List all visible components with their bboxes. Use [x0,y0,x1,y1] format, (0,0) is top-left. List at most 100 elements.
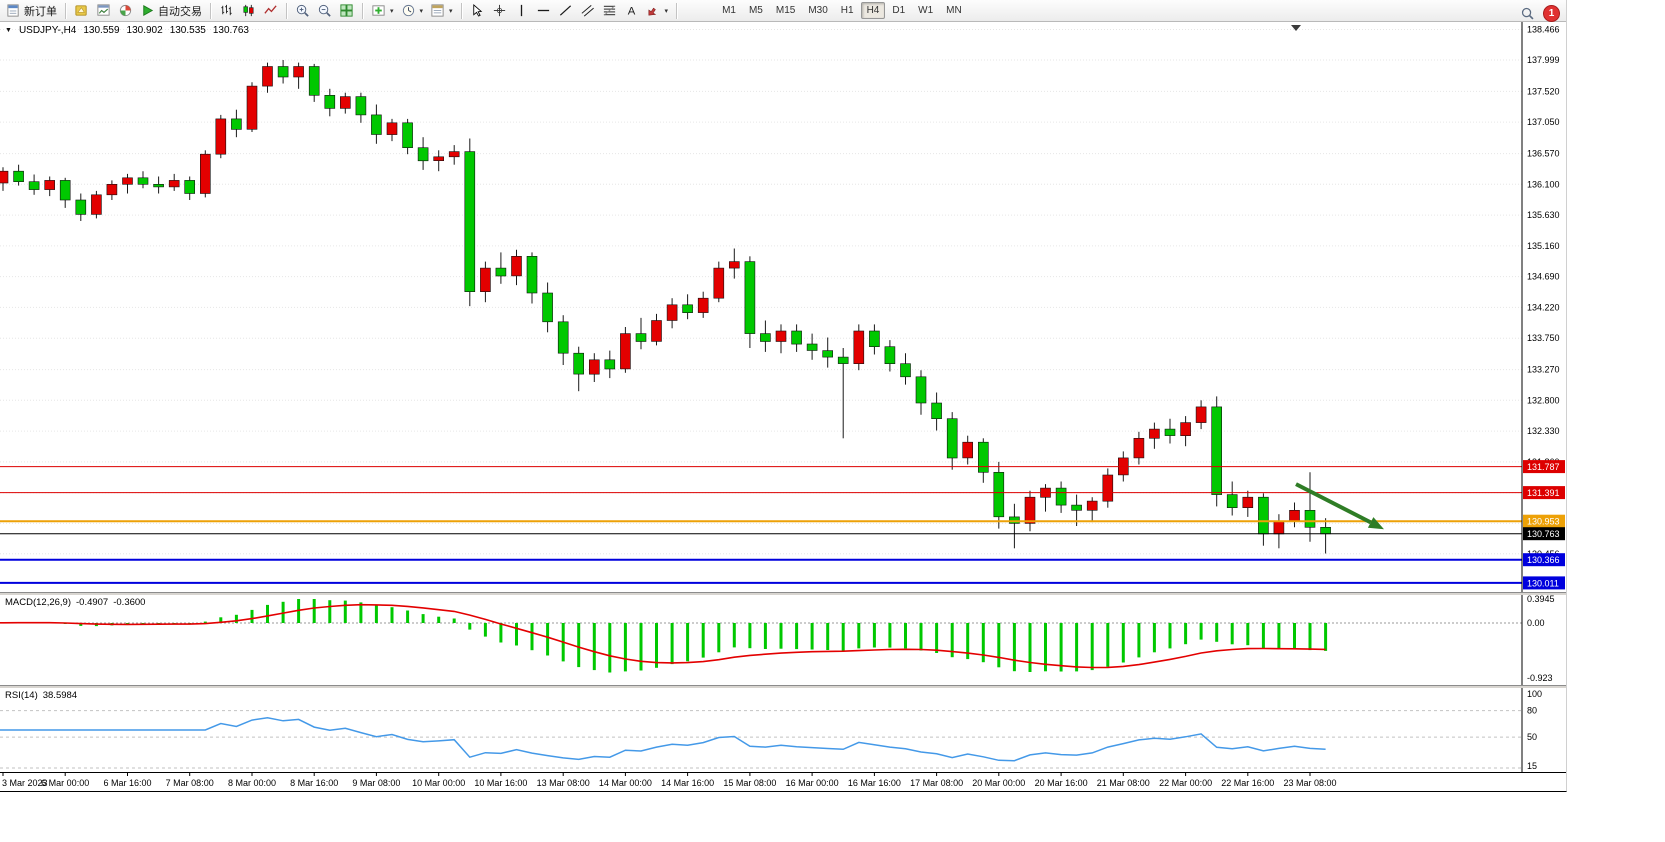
arrows-tool-button[interactable]: ▾ [643,1,672,21]
templates-icon [431,4,444,17]
svg-text:17 Mar 08:00: 17 Mar 08:00 [910,778,963,788]
panel-splitter[interactable] [0,592,1566,595]
tile-windows-button[interactable] [336,1,357,21]
profiles-button[interactable] [115,1,136,21]
svg-text:20 Mar 16:00: 20 Mar 16:00 [1035,778,1088,788]
macd-panel[interactable]: 0.3945 0.00 -0.923 MACD(12,26,9) -0.4907 -… [0,595,1566,685]
channel-tool-button[interactable] [577,1,598,21]
trendline-tool-button[interactable] [555,1,576,21]
periods-icon [402,4,414,17]
line-chart-icon [264,5,277,14]
timeframe-H1[interactable]: H1 [835,2,860,19]
svg-text:3 Mar 2023: 3 Mar 2023 [2,778,48,788]
zoom-out-button[interactable] [314,1,335,21]
svg-text:130.011: 130.011 [1527,578,1559,588]
vertical-line-icon [520,4,522,17]
svg-text:10 Mar 00:00: 10 Mar 00:00 [412,778,465,788]
svg-text:132.330: 132.330 [1527,426,1560,436]
indicators-icon [372,5,385,16]
fibonacci-icon [603,5,615,16]
metaeditor-button[interactable] [71,1,92,21]
panel-splitter[interactable] [0,685,1566,688]
trendline-icon [559,5,571,16]
svg-text:6 Mar 16:00: 6 Mar 16:00 [103,778,151,788]
svg-text:22 Mar 00:00: 22 Mar 00:00 [1159,778,1212,788]
open-value: 130.559 [83,25,120,36]
macd-name: MACD(12,26,9) [5,597,71,608]
rsi-name: RSI(14) [5,690,38,701]
candlestick-mode-button[interactable] [238,1,259,21]
svg-text:9 Mar 08:00: 9 Mar 08:00 [352,778,400,788]
timeframe-H4[interactable]: H4 [860,2,886,19]
svg-text:7 Mar 08:00: 7 Mar 08:00 [166,778,214,788]
cursor-icon [472,3,482,17]
svg-text:137.050: 137.050 [1527,117,1560,127]
chart-ohlc-header: ▼ USDJPY-,H4 130.559 130.902 130.535 130… [5,25,249,36]
svg-text:132.800: 132.800 [1527,395,1560,405]
timeframe-MN[interactable]: MN [940,2,968,19]
horizontal-line-icon [537,9,549,12]
zoom-out-icon [318,4,331,17]
bar-chart-mode-button[interactable] [216,1,237,21]
svg-text:133.750: 133.750 [1527,333,1560,343]
dropdown-caret: ▾ [449,7,453,15]
zoom-in-button[interactable] [292,1,313,21]
svg-text:20 Mar 00:00: 20 Mar 00:00 [972,778,1025,788]
vertical-line-tool-button[interactable] [511,1,532,21]
toolbar-separator [286,2,287,19]
svg-text:136.100: 136.100 [1527,179,1560,189]
notification-badge[interactable]: 1 [1543,4,1560,22]
svg-text:133.270: 133.270 [1527,365,1560,375]
svg-text:131.787: 131.787 [1527,462,1560,472]
svg-text:80: 80 [1527,706,1537,716]
text-icon: A [627,5,635,17]
new-order-button[interactable]: 新订单 [3,1,60,21]
price-chart-panel[interactable]: 138.466 137.999 137.520 137.050 136.570 136.1… [0,22,1566,592]
timeframe-M15[interactable]: M15 [770,2,801,19]
svg-text:6 Mar 00:00: 6 Mar 00:00 [41,778,89,788]
rsi-panel[interactable]: 100 80 50 15 RSI(14) 38.5984 [0,688,1566,772]
new-chart-button[interactable] [93,1,114,21]
low-value: 130.535 [169,25,206,36]
horizontal-line-tool-button[interactable] [533,1,554,21]
timeframe-M1[interactable]: M1 [716,2,742,19]
svg-text:130.366: 130.366 [1527,555,1560,565]
toolbar-separator [210,2,211,19]
svg-text:138.466: 138.466 [1527,25,1560,35]
periods-button[interactable]: ▾ [398,1,427,21]
bars-chart-icon [221,4,232,16]
rsi-value: 38.5984 [42,690,78,701]
macd-chart[interactable]: 0.3945 0.00 -0.923 [0,595,1566,685]
cursor-tool-button[interactable] [467,1,488,21]
svg-text:137.999: 137.999 [1527,55,1560,65]
svg-text:137.520: 137.520 [1527,86,1560,96]
search-button[interactable] [1517,3,1538,23]
timeframe-D1[interactable]: D1 [886,2,911,19]
candlestick-chart[interactable]: 138.466 137.999 137.520 137.050 136.570 136.1… [0,22,1566,592]
timeframe-W1[interactable]: W1 [912,2,939,19]
timeframe-M30[interactable]: M30 [802,2,833,19]
svg-text:21 Mar 08:00: 21 Mar 08:00 [1097,778,1150,788]
tile-windows-icon [340,4,353,17]
indicators-button[interactable]: ▾ [368,1,397,21]
svg-text:14 Mar 16:00: 14 Mar 16:00 [661,778,714,788]
timeframe-M5[interactable]: M5 [743,2,769,19]
svg-text:131.391: 131.391 [1527,488,1560,498]
one-click-trading-toggle[interactable]: ▼ [5,27,12,34]
crosshair-tool-button[interactable] [489,1,510,21]
channel-icon [581,4,594,17]
fibonacci-tool-button[interactable] [599,1,620,21]
time-axis[interactable]: 3 Mar 2023 6 Mar 00:00 6 Mar 16:00 7 Mar 08… [0,772,1566,791]
templates-button[interactable]: ▾ [427,1,456,21]
svg-text:130.953: 130.953 [1527,517,1560,527]
svg-text:0.3945: 0.3945 [1527,595,1555,604]
svg-text:8 Mar 00:00: 8 Mar 00:00 [228,778,276,788]
toolbar-separator [676,2,678,19]
auto-trading-button[interactable]: 自动交易 [137,1,205,21]
text-tool-button[interactable]: A [621,1,642,21]
line-chart-mode-button[interactable] [260,1,281,21]
rsi-chart[interactable]: 100 80 50 15 [0,688,1566,772]
svg-text:A: A [627,5,635,17]
autotrading-play-icon [143,5,154,16]
new-chart-icon [97,4,110,16]
